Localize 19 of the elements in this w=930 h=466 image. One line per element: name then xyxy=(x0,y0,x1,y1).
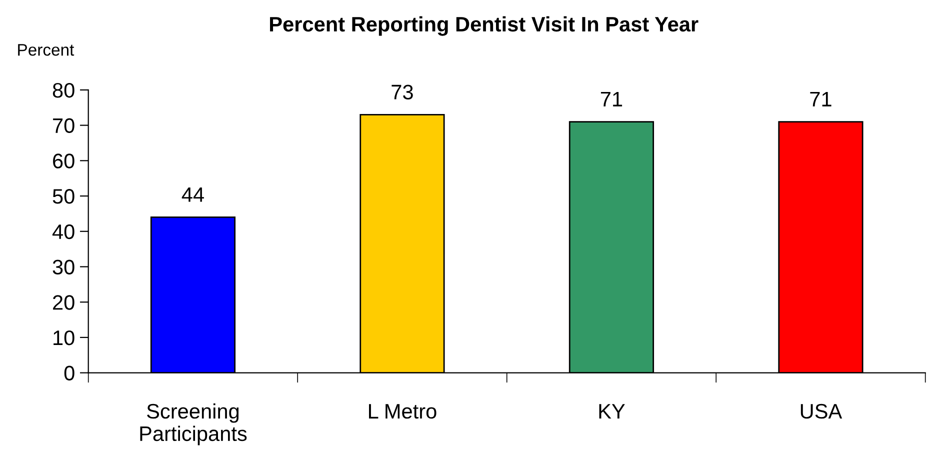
data-label: 71 xyxy=(600,92,622,106)
y-tick-label: 0 xyxy=(64,366,74,381)
y-tick-label: 50 xyxy=(52,189,74,204)
data-label: 73 xyxy=(392,84,413,100)
data-label: 44 xyxy=(182,187,204,202)
y-tick-label: 60 xyxy=(53,154,74,168)
x-tick-label: KY xyxy=(599,404,625,418)
y-tick-label: 80 xyxy=(52,82,74,98)
x-tick-label: Screening Participants xyxy=(140,403,247,446)
y-tick-label: 10 xyxy=(54,330,74,346)
y-tick-label: 30 xyxy=(52,260,74,274)
y-axis-title: Percent xyxy=(18,44,74,56)
y-tick-label: 40 xyxy=(52,224,74,240)
y-tick-label: 70 xyxy=(53,118,74,134)
x-tick-label: L Metro xyxy=(369,404,436,419)
y-tick-label: 20 xyxy=(53,295,74,310)
data-label: 71 xyxy=(810,92,832,106)
x-tick-label: USA xyxy=(800,404,842,419)
chart-title: Percent Reporting Dentist Visit In Past Year xyxy=(270,16,698,36)
